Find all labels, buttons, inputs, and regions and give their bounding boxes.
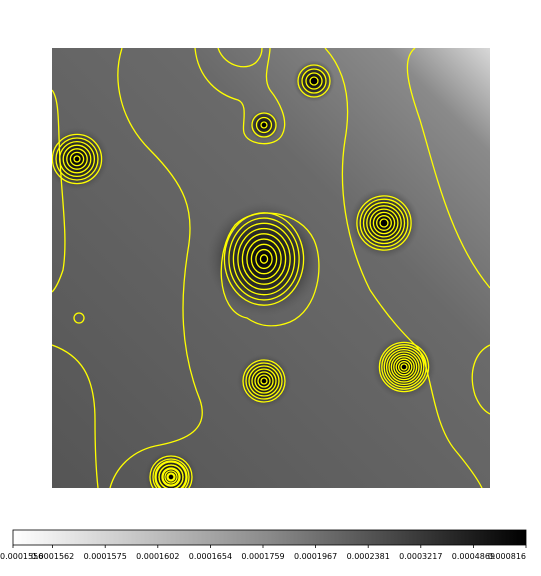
contour-ring xyxy=(381,344,427,390)
colorbar-tick-label: 0.0002381 xyxy=(347,552,390,561)
contour-ring xyxy=(305,72,323,90)
contour-line xyxy=(109,48,203,488)
contour-ring xyxy=(383,346,425,388)
contour-line xyxy=(194,48,286,145)
colorbar-tick-label: 0.000816 xyxy=(488,552,526,561)
contour-ring xyxy=(359,198,409,248)
contour-ring xyxy=(254,371,274,391)
contour-ring xyxy=(242,359,286,403)
contour-ring xyxy=(73,155,81,163)
colorbar-tick-label: 0.0001556 xyxy=(0,552,43,561)
colorbar-tick-label: 0.0003217 xyxy=(399,552,442,561)
source-core xyxy=(309,76,319,86)
contour-ring xyxy=(245,362,283,400)
contour-ring xyxy=(155,461,187,488)
contour-ring xyxy=(161,467,181,487)
contour-ring xyxy=(259,254,269,264)
contour-ring xyxy=(297,64,331,98)
contour-ring xyxy=(55,137,99,181)
contour-line xyxy=(471,344,490,415)
contour-ring xyxy=(390,353,418,381)
contour-line xyxy=(324,48,483,488)
contour-ring xyxy=(58,140,96,178)
colorbar-tick-label: 0.0001967 xyxy=(294,552,337,561)
contour-ring xyxy=(385,348,423,386)
colorbar-tick-label: 0.0001602 xyxy=(136,552,179,561)
contour-ring xyxy=(372,211,396,235)
contour-ring xyxy=(309,76,319,86)
contour-ring xyxy=(62,144,92,174)
contour-ring xyxy=(251,368,277,394)
contour-ring xyxy=(164,470,178,484)
contour-ring xyxy=(158,464,184,488)
colorbar-tick-label: 0.0001575 xyxy=(84,552,127,561)
contour-line xyxy=(220,212,320,327)
contour-ring xyxy=(223,212,305,306)
contour-ring xyxy=(397,360,411,374)
contour-ring xyxy=(362,201,406,245)
contour-line xyxy=(52,89,66,293)
contour-ring xyxy=(149,455,193,488)
contour-ring xyxy=(376,215,392,231)
contour-ring xyxy=(166,472,176,482)
contour-ring xyxy=(260,121,268,129)
contour-ring xyxy=(388,351,420,383)
colorbar-gradient xyxy=(12,529,527,546)
contour-line xyxy=(217,48,263,68)
contour-line xyxy=(406,48,490,289)
contour-ring xyxy=(257,374,271,388)
colorbar-tick-label: 0.0001562 xyxy=(31,552,74,561)
contour-ring xyxy=(400,363,408,371)
contour-line xyxy=(52,344,99,488)
contour-ring xyxy=(378,341,430,393)
contour-ring xyxy=(356,195,412,251)
source-core xyxy=(379,218,389,228)
colorbar-tick-label: 0.0004869 xyxy=(452,552,495,561)
contour-layer xyxy=(52,64,430,488)
contour-ring xyxy=(248,365,280,397)
contour-ring xyxy=(379,218,389,228)
contour-ring xyxy=(69,151,85,167)
contour-ring xyxy=(366,205,402,241)
contour-ring xyxy=(251,112,277,138)
contour-ring xyxy=(52,133,103,185)
contour-ring xyxy=(255,116,273,134)
contour-ring xyxy=(232,222,296,296)
contour-ring xyxy=(167,473,175,481)
contour-ring xyxy=(246,238,282,280)
contour-ring xyxy=(393,356,415,378)
contour-ring xyxy=(255,248,273,270)
contour-ring xyxy=(162,468,180,486)
contour-ring xyxy=(237,227,291,291)
contour-ring xyxy=(152,458,190,488)
contour-ring xyxy=(260,377,268,385)
contour-ring xyxy=(241,233,287,285)
contour-ring xyxy=(154,460,188,488)
contour-ring xyxy=(301,68,327,94)
colorbar-tick-label: 0.0001759 xyxy=(241,552,284,561)
colorbar-tick-label: 0.0001654 xyxy=(189,552,232,561)
contour-ring xyxy=(66,148,88,170)
contour-ring xyxy=(250,243,278,275)
contour-ring xyxy=(228,217,300,301)
contour-ring xyxy=(395,358,413,376)
contour-ring xyxy=(73,312,85,324)
plot-area xyxy=(52,48,490,488)
background-contours xyxy=(52,48,490,488)
contour-ring xyxy=(369,208,399,238)
